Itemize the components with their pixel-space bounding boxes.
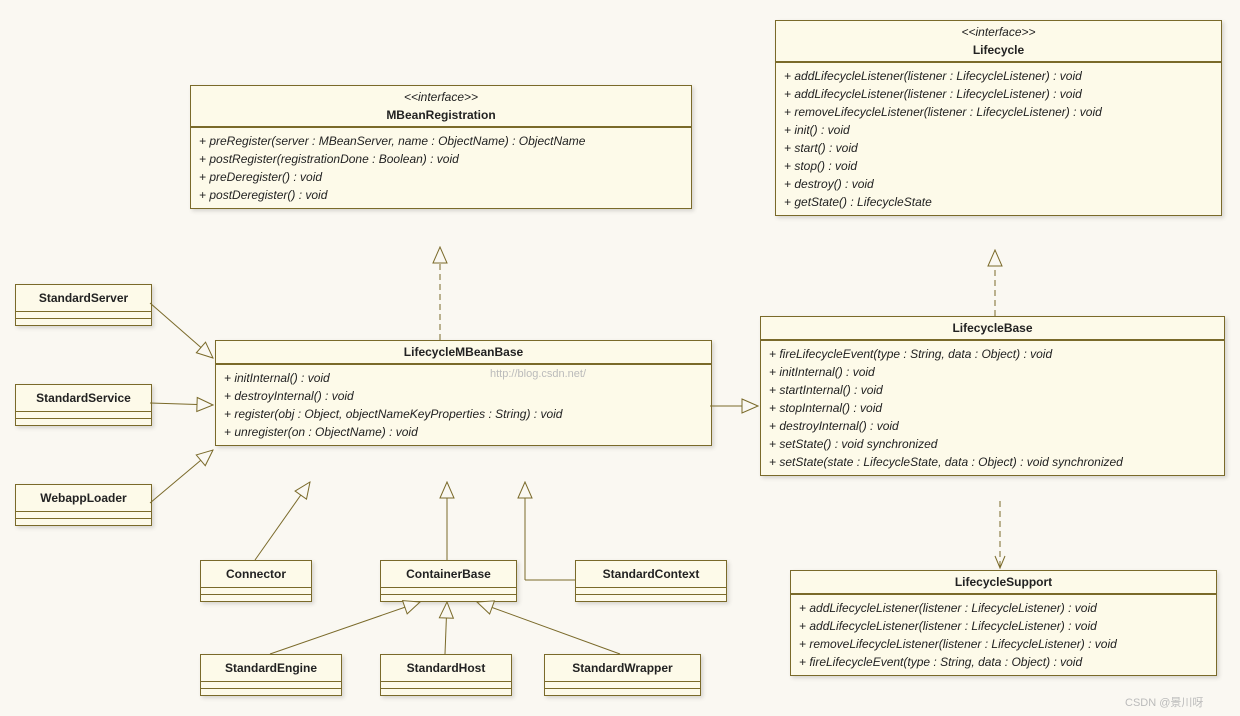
op: + addLifecycleListener(listener : Lifecy… [799,599,1208,617]
class-standardhost: StandardHost [380,654,512,696]
compartment [576,595,726,601]
op: + setState(state : LifecycleState, data … [769,453,1216,471]
interface-mbeanregistration: <<interface>> MBeanRegistration + preReg… [190,85,692,209]
class-standardwrapper: StandardWrapper [544,654,701,696]
op: + removeLifecycleListener(listener : Lif… [799,635,1208,653]
op: + postDeregister() : void [199,186,683,204]
operations: + addLifecycleListener(listener : Lifecy… [776,62,1221,215]
compartment [545,689,700,695]
stereotype: <<interface>> [776,21,1221,39]
class-standardservice: StandardService [15,384,152,426]
compartment [576,588,726,595]
class-name: LifecycleSupport [791,571,1216,594]
op: + destroy() : void [784,175,1213,193]
op: + addLifecycleListener(listener : Lifecy… [799,617,1208,635]
class-containerbase: ContainerBase [380,560,517,602]
class-standardserver: StandardServer [15,284,152,326]
compartment [545,682,700,689]
class-connector: Connector [200,560,312,602]
operations: + fireLifecycleEvent(type : String, data… [761,340,1224,475]
class-name: StandardService [16,385,151,412]
compartment [16,519,151,525]
class-standardcontext: StandardContext [575,560,727,602]
op: + stopInternal() : void [769,399,1216,417]
op: + destroyInternal() : void [224,387,703,405]
compartment [16,419,151,425]
watermark-csdn-url: http://blog.csdn.net/ [490,368,586,380]
op: + stop() : void [784,157,1213,175]
op: + preRegister(server : MBeanServer, name… [199,132,683,150]
compartment [16,319,151,325]
op: + destroyInternal() : void [769,417,1216,435]
interface-lifecycle: <<interface>> Lifecycle + addLifecycleLi… [775,20,1222,216]
op: + addLifecycleListener(listener : Lifecy… [784,85,1213,103]
compartment [16,512,151,519]
compartment [381,689,511,695]
class-name: StandardServer [16,285,151,312]
op: + fireLifecycleEvent(type : String, data… [769,345,1216,363]
op: + initInternal() : void [769,363,1216,381]
class-name: StandardContext [576,561,726,588]
class-name: MBeanRegistration [191,104,691,127]
op: + preDeregister() : void [199,168,683,186]
op: + addLifecycleListener(listener : Lifecy… [784,67,1213,85]
class-name: LifecycleMBeanBase [216,341,711,364]
class-name: StandardEngine [201,655,341,682]
op: + removeLifecycleListener(listener : Lif… [784,103,1213,121]
op: + register(obj : Object, objectNameKeyPr… [224,405,703,423]
op: + startInternal() : void [769,381,1216,399]
compartment [381,588,516,595]
class-name: LifecycleBase [761,317,1224,340]
compartment [16,312,151,319]
compartment [201,682,341,689]
op: + unregister(on : ObjectName) : void [224,423,703,441]
stereotype: <<interface>> [191,86,691,104]
op: + init() : void [784,121,1213,139]
operations: + initInternal() : void + destroyInterna… [216,364,711,445]
class-lifecyclembeanbase: LifecycleMBeanBase + initInternal() : vo… [215,340,712,446]
class-name: StandardWrapper [545,655,700,682]
class-lifecyclesupport: LifecycleSupport + addLifecycleListener(… [790,570,1217,676]
watermark-csdn-author: CSDN @景川呀 [1125,694,1203,710]
class-name: WebappLoader [16,485,151,512]
operations: + preRegister(server : MBeanServer, name… [191,127,691,208]
op: + getState() : LifecycleState [784,193,1213,211]
compartment [201,588,311,595]
class-webapploader: WebappLoader [15,484,152,526]
class-lifecyclebase: LifecycleBase + fireLifecycleEvent(type … [760,316,1225,476]
op: + postRegister(registrationDone : Boolea… [199,150,683,168]
class-name: ContainerBase [381,561,516,588]
compartment [381,595,516,601]
class-standardengine: StandardEngine [200,654,342,696]
compartment [201,595,311,601]
compartment [381,682,511,689]
operations: + addLifecycleListener(listener : Lifecy… [791,594,1216,675]
class-name: StandardHost [381,655,511,682]
class-name: Lifecycle [776,39,1221,62]
compartment [201,689,341,695]
compartment [16,412,151,419]
op: + initInternal() : void [224,369,703,387]
op: + fireLifecycleEvent(type : String, data… [799,653,1208,671]
class-name: Connector [201,561,311,588]
op: + start() : void [784,139,1213,157]
op: + setState() : void synchronized [769,435,1216,453]
